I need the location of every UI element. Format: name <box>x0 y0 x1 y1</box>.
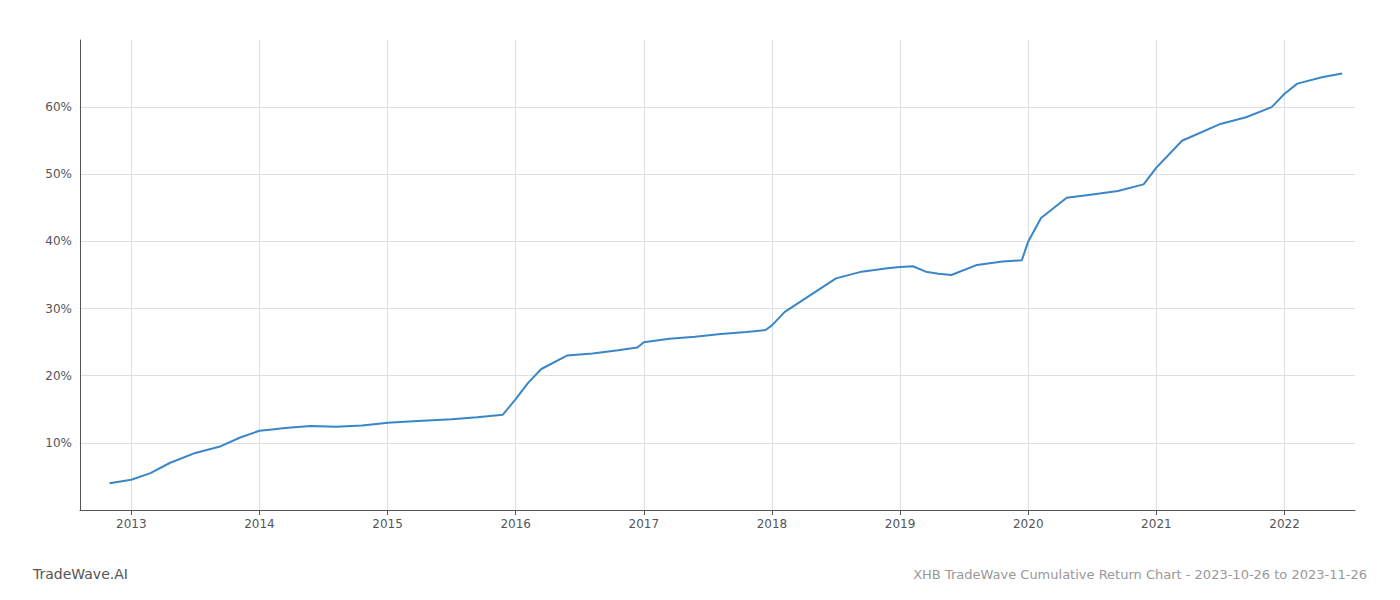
svg-text:2022: 2022 <box>1269 517 1300 531</box>
svg-text:60%: 60% <box>45 100 72 114</box>
svg-text:2013: 2013 <box>116 517 147 531</box>
svg-text:2018: 2018 <box>757 517 788 531</box>
svg-text:2017: 2017 <box>629 517 660 531</box>
svg-text:XHB TradeWave Cumulative Retur: XHB TradeWave Cumulative Return Chart - … <box>913 567 1367 582</box>
svg-text:2016: 2016 <box>500 517 531 531</box>
svg-text:2015: 2015 <box>372 517 403 531</box>
svg-text:2014: 2014 <box>244 517 275 531</box>
svg-text:TradeWave.AI: TradeWave.AI <box>32 566 128 582</box>
svg-text:10%: 10% <box>45 436 72 450</box>
svg-text:2020: 2020 <box>1013 517 1044 531</box>
svg-text:2021: 2021 <box>1141 517 1172 531</box>
svg-text:30%: 30% <box>45 302 72 316</box>
svg-text:40%: 40% <box>45 234 72 248</box>
svg-text:20%: 20% <box>45 369 72 383</box>
svg-text:50%: 50% <box>45 167 72 181</box>
svg-text:2019: 2019 <box>885 517 916 531</box>
